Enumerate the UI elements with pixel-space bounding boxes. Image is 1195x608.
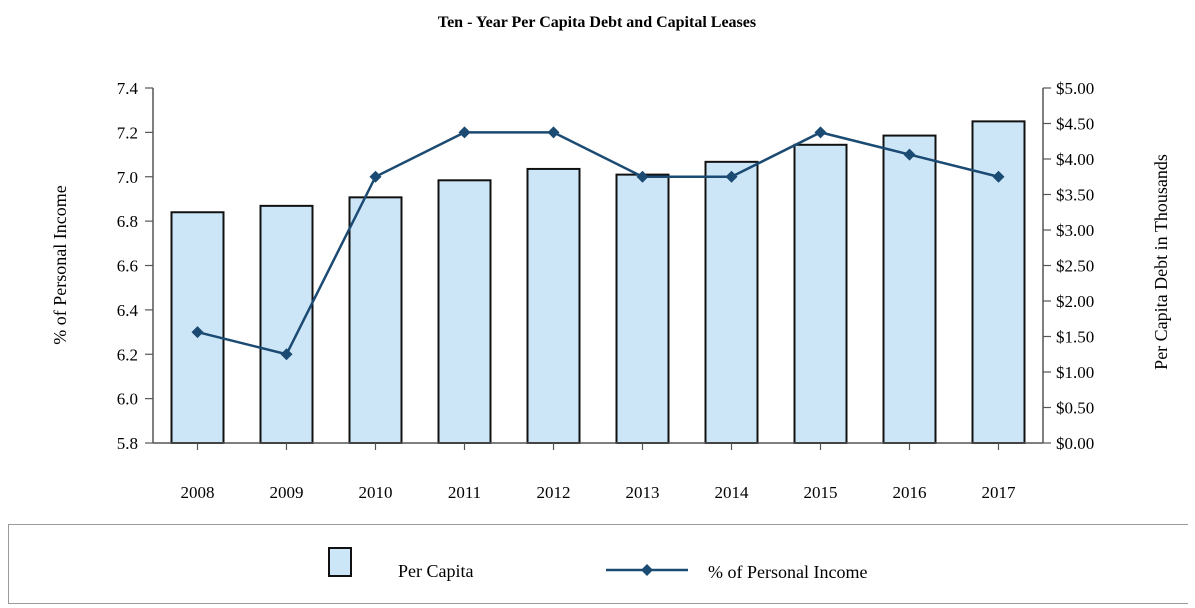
income-point-2016 (903, 148, 916, 161)
right-tick-label: $5.00 (1056, 79, 1094, 98)
left-tick-label: 7.2 (117, 123, 138, 142)
chart-title: Ten - Year Per Capita Debt and Capital L… (438, 14, 756, 31)
right-tick-label: $4.50 (1056, 115, 1094, 134)
right-axis-label: Per Capita Debt in Thousands (1151, 154, 1171, 370)
right-tick-label: $3.50 (1056, 186, 1094, 205)
right-tick-label: $0.00 (1056, 434, 1094, 453)
left-tick-label: 6.8 (117, 212, 138, 231)
legend-income-marker (641, 564, 653, 576)
right-tick-label: $2.50 (1056, 257, 1094, 276)
income-point-2012 (547, 126, 560, 139)
right-tick-label: $2.00 (1056, 292, 1094, 311)
income-point-2015 (814, 126, 827, 139)
bar-2011 (437, 179, 492, 445)
income-point-2011 (458, 126, 471, 139)
income-point-2013 (636, 170, 649, 183)
income-line (197, 131, 999, 356)
right-tick-label: $3.00 (1056, 221, 1094, 240)
income-point-2014 (725, 170, 738, 183)
legend-per-capita-label: Per Capita (398, 561, 473, 581)
bar-2015 (793, 143, 848, 445)
left-tick-label: 7.0 (117, 168, 138, 187)
income-point-2009 (280, 348, 293, 361)
bar-2017 (971, 120, 1026, 445)
right-tick-label: $4.00 (1056, 150, 1094, 169)
x-tick-label: 2015 (804, 483, 838, 502)
bar-2009 (259, 204, 314, 444)
x-tick-label: 2011 (448, 483, 481, 502)
left-tick-label: 6.6 (117, 257, 138, 276)
bar-2014 (704, 160, 759, 444)
x-tick-label: 2008 (181, 483, 215, 502)
bar-2013 (615, 173, 670, 444)
bar-2010 (348, 196, 403, 444)
bar-2012 (526, 167, 581, 444)
left-axis-label: % of Personal Income (50, 185, 70, 344)
x-tick-label: 2012 (537, 483, 571, 502)
legend-income-label: % of Personal Income (708, 562, 867, 582)
x-tick-label: 2010 (359, 483, 393, 502)
left-tick-label: 7.4 (117, 79, 139, 98)
left-tick-label: 6.2 (117, 345, 138, 364)
income-point-2017 (992, 170, 1005, 183)
x-tick-label: 2016 (893, 483, 927, 502)
x-tick-label: 2017 (982, 483, 1017, 502)
x-tick-label: 2009 (270, 483, 304, 502)
left-tick-label: 5.8 (117, 434, 138, 453)
right-tick-label: $0.50 (1056, 399, 1094, 418)
income-point-2008 (191, 326, 204, 339)
plot-area: 5.8 6.0 6.2 6.4 6.6 6.8 7.0 7.2 7.4 $0.00 $0.50 $1.… (117, 79, 1095, 502)
x-tick-label: 2014 (715, 483, 750, 502)
x-tick-label: 2013 (626, 483, 660, 502)
legend: Per Capita % of Personal Income (328, 547, 867, 582)
right-tick-label: $1.50 (1056, 328, 1094, 347)
bar-2016 (882, 134, 937, 444)
left-tick-label: 6.0 (117, 390, 138, 409)
right-tick-label: $1.00 (1056, 363, 1094, 382)
left-tick-label: 6.4 (117, 301, 139, 320)
legend-box (8, 524, 1188, 604)
legend-per-capita-swatch (328, 547, 352, 577)
income-point-2010 (369, 170, 382, 183)
